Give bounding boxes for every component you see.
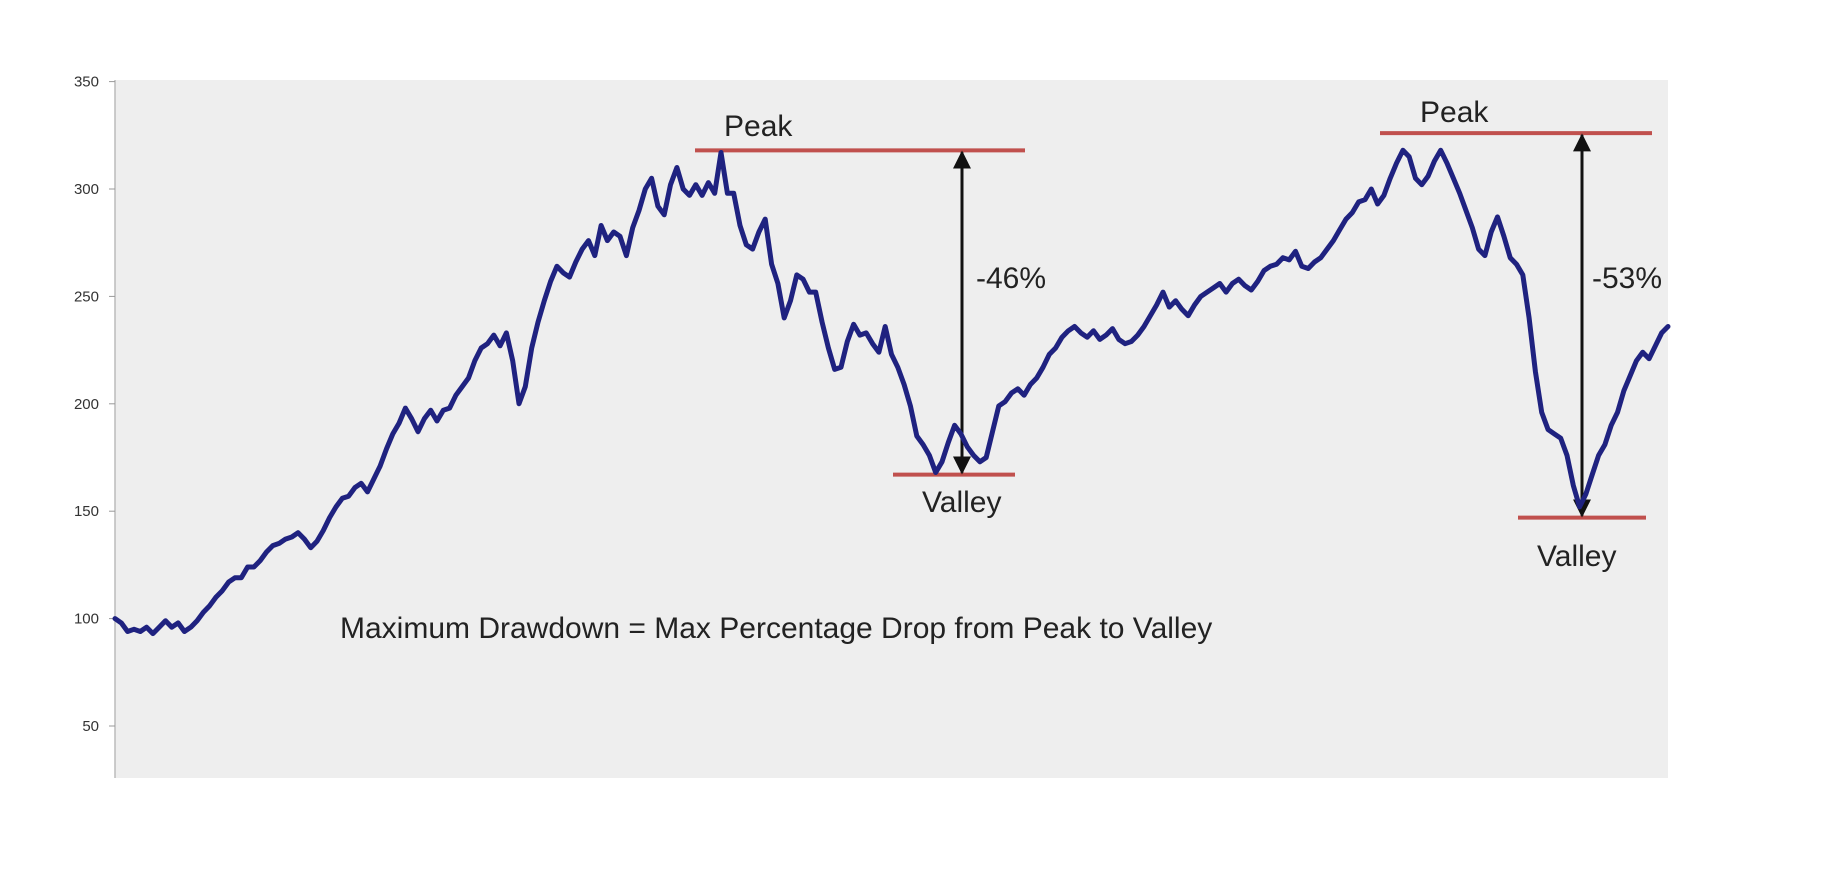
peak-label-2: Peak [1420,96,1489,129]
y-tick-label: 300 [74,181,99,198]
y-tick-label: 250 [74,288,99,305]
y-tick-label: 350 [74,74,99,91]
drawdown-label-1: -46% [976,262,1046,295]
valley-label-1: Valley [922,486,1001,519]
y-tick-label: 150 [74,503,99,520]
drawdown-label-2: -53% [1592,262,1662,295]
y-tick-label: 100 [74,611,99,628]
plot-background [115,80,1668,778]
y-axis-ticks: 50 100 150 200 250 300 350 [74,74,115,735]
valley-label-2: Valley [1537,540,1616,573]
y-tick-label: 200 [74,396,99,413]
drawdown-annotations [695,131,1652,520]
annotation-labels: Peak Valley -46% Peak Valley -53% Maximu… [340,96,1662,645]
price-line [112,147,1671,637]
y-tick-label: 50 [82,718,99,735]
peak-label-1: Peak [724,110,793,143]
formula-text: Maximum Drawdown = Max Percentage Drop f… [340,612,1212,645]
